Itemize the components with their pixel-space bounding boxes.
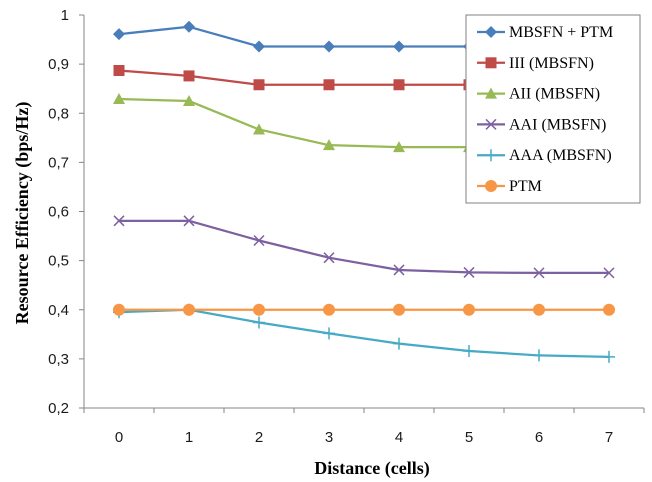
y-tick-label: 0,5 — [48, 253, 69, 270]
legend-marker — [485, 180, 497, 192]
legend-marker — [485, 57, 497, 69]
series-line — [118, 308, 610, 359]
data-point — [393, 141, 405, 153]
x-tick-label: 3 — [325, 429, 333, 446]
data-point — [393, 264, 405, 276]
series-x — [113, 215, 615, 279]
x-tick-label: 7 — [605, 429, 613, 446]
y-tick-label: 1 — [61, 7, 69, 24]
x-tick-label: 4 — [395, 429, 403, 446]
legend-label: PTM — [509, 178, 542, 195]
series-layer — [113, 20, 615, 363]
y-tick-label: 0,3 — [48, 351, 69, 368]
legend-label: MBSFN + PTM — [509, 24, 613, 41]
y-axis-title: Resource Efficiency (bps/Hz) — [12, 102, 33, 325]
data-point — [113, 303, 125, 316]
legend-label: AAA (MBSFN) — [509, 147, 612, 164]
data-point — [533, 303, 545, 316]
data-point — [603, 267, 615, 279]
data-point — [113, 215, 125, 227]
data-point — [393, 337, 405, 350]
y-tick-label: 0,7 — [48, 154, 69, 171]
data-point — [113, 28, 125, 41]
data-point — [323, 79, 335, 91]
chart-legend: MBSFN + PTM III (MBSFN) AII (MBSFN) AAI (MB… — [465, 14, 641, 204]
y-tick-label: 0,8 — [48, 105, 69, 122]
data-point — [253, 79, 265, 91]
data-point — [323, 40, 335, 53]
data-point — [393, 40, 405, 53]
data-point — [253, 316, 265, 329]
data-point — [603, 303, 615, 316]
x-axis-title: Distance (cells) — [314, 458, 429, 479]
data-point — [323, 303, 335, 316]
x-tick-label: 2 — [255, 429, 263, 446]
data-point — [183, 94, 195, 106]
legend-label: AII (MBSFN) — [509, 86, 600, 103]
legend-label: AAI (MBSFN) — [509, 116, 606, 133]
data-point — [463, 345, 475, 358]
data-point — [393, 303, 405, 316]
data-point — [183, 70, 195, 82]
data-point — [253, 234, 265, 247]
chart-axes: 0,2 0,3 0,4 0,5 0,6 0,7 0,8 0,9 1 0 1 2 3 4 5 6 7 — [48, 7, 645, 446]
x-tick-label: 0 — [115, 429, 123, 446]
data-point — [183, 20, 195, 33]
x-tick-label: 6 — [535, 429, 543, 446]
data-point — [533, 267, 545, 279]
legend-marker — [485, 118, 497, 130]
y-tick-label: 0,9 — [48, 56, 69, 73]
data-point — [603, 350, 615, 363]
data-point — [323, 252, 335, 264]
data-point — [183, 215, 195, 227]
y-tick-label: 0,4 — [48, 302, 69, 319]
legend-label: III (MBSFN) — [509, 55, 594, 72]
data-point — [253, 123, 265, 135]
data-point — [463, 266, 475, 278]
data-point — [463, 303, 475, 316]
legend-marker — [485, 149, 497, 162]
legend-marker — [485, 26, 497, 38]
data-point — [113, 93, 125, 105]
data-point — [323, 139, 335, 151]
x-tick-label: 1 — [185, 429, 193, 446]
data-point — [113, 65, 125, 77]
legend-marker — [485, 87, 497, 99]
y-tick-label: 0,6 — [48, 204, 69, 221]
y-tick-label: 0,2 — [48, 400, 69, 417]
legend-box — [465, 14, 641, 204]
series-circle — [113, 303, 615, 316]
x-tick-label: 5 — [465, 429, 473, 446]
data-point — [183, 303, 195, 316]
data-point — [323, 327, 335, 340]
data-point — [393, 79, 405, 91]
data-point — [253, 40, 265, 53]
series-line — [119, 219, 609, 275]
data-point — [253, 303, 265, 316]
data-point — [533, 349, 545, 362]
